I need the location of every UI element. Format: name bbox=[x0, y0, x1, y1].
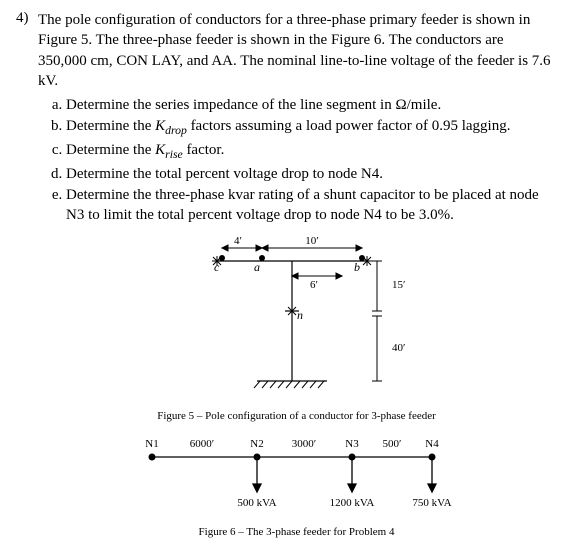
figure-5-svg: c a b n 4′ 10′ 6′ 15′ 40′ bbox=[162, 236, 432, 406]
fig6-d1: 6000′ bbox=[189, 438, 213, 450]
question-root: 4) The pole configuration of conductors … bbox=[16, 10, 555, 538]
fig6-n2: N2 bbox=[250, 438, 263, 450]
figure-5: c a b n 4′ 10′ 6′ 15′ 40′ Figure 5 – Pol… bbox=[38, 236, 555, 422]
subparts-list: Determine the series impedance of the li… bbox=[38, 95, 555, 226]
part-b-pre: Determine the bbox=[66, 118, 155, 134]
part-c-symbol: K bbox=[155, 142, 165, 158]
fig6-l2: 500 kVA bbox=[237, 497, 276, 509]
part-c-pre: Determine the bbox=[66, 142, 155, 158]
part-b-subscript: drop bbox=[165, 124, 187, 137]
figure-6-svg: N1 N2 N3 N4 6000′ 3000′ 500′ 500 kVA 120… bbox=[132, 432, 462, 522]
part-c: Determine the Krise factor. bbox=[66, 140, 555, 163]
question-intro: The pole configuration of conductors for… bbox=[38, 10, 555, 91]
part-e: Determine the three-phase kvar rating of… bbox=[66, 185, 555, 226]
fig5-label-b: b bbox=[354, 260, 360, 274]
fig6-d2: 3000′ bbox=[291, 438, 315, 450]
fig5-dim-4: 4′ bbox=[234, 236, 242, 247]
fig5-label-c: c bbox=[214, 260, 220, 274]
figure-6: N1 N2 N3 N4 6000′ 3000′ 500′ 500 kVA 120… bbox=[38, 432, 555, 538]
fig5-dim-6: 6′ bbox=[310, 279, 318, 291]
part-c-subscript: rise bbox=[165, 148, 183, 161]
fig6-d3: 500′ bbox=[382, 438, 401, 450]
fig6-l4: 750 kVA bbox=[412, 497, 451, 509]
fig6-n1: N1 bbox=[145, 438, 158, 450]
part-b-symbol: K bbox=[155, 118, 165, 134]
figure-5-caption: Figure 5 – Pole configuration of a condu… bbox=[38, 410, 555, 422]
fig5-dim-40: 40′ bbox=[392, 342, 405, 354]
fig5-dim-15: 15′ bbox=[392, 279, 405, 291]
fig5-label-n: n bbox=[297, 308, 303, 322]
fig6-n4: N4 bbox=[425, 438, 439, 450]
part-b: Determine the Kdrop factors assuming a l… bbox=[66, 116, 555, 139]
part-a: Determine the series impedance of the li… bbox=[66, 95, 555, 115]
part-d: Determine the total percent voltage drop… bbox=[66, 164, 555, 184]
fig5-dim-10: 10′ bbox=[305, 236, 318, 247]
part-c-post: factor. bbox=[183, 142, 225, 158]
fig6-l3: 1200 kVA bbox=[329, 497, 374, 509]
fig6-n3: N3 bbox=[345, 438, 359, 450]
question-number: 4) bbox=[16, 10, 38, 538]
fig5-label-a: a bbox=[254, 260, 260, 274]
question-body: The pole configuration of conductors for… bbox=[38, 10, 555, 538]
part-b-post: factors assuming a load power factor of … bbox=[187, 118, 511, 134]
